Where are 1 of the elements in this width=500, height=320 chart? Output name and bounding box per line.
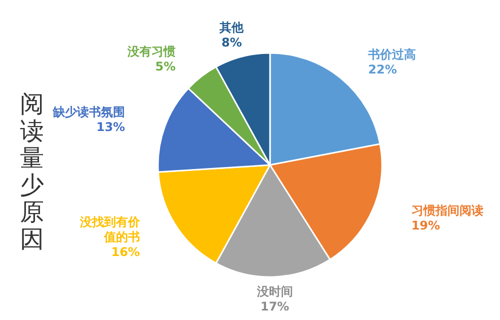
title: 阅读量少原因: [20, 90, 44, 253]
